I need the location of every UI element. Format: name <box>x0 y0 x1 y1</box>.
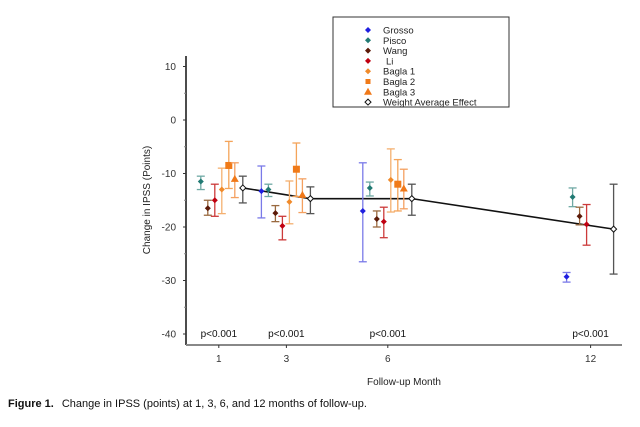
legend-item: Wang <box>365 46 407 57</box>
legend-marker <box>365 79 371 84</box>
series-grosso <box>257 162 571 283</box>
x-tick-label: 6 <box>385 354 391 365</box>
legend-item: Bagla 2 <box>365 77 415 88</box>
legend-item: Grosso <box>365 26 414 37</box>
series-pisco <box>196 175 577 208</box>
p-value-label: p<0.001 <box>268 329 305 340</box>
point-marker <box>204 205 211 212</box>
legend-label: Bagla 3 <box>383 87 415 98</box>
p-value-label: p<0.001 <box>201 329 238 340</box>
x-axis-title: Follow-up Month <box>367 377 441 388</box>
point-marker <box>576 213 583 220</box>
legend-item: Bagla 1 <box>365 67 415 78</box>
point-marker <box>211 197 218 204</box>
caption-text: Change in IPSS (points) at 1, 3, 6, and … <box>61 398 367 410</box>
point-marker <box>583 221 590 228</box>
y-ticks: 10 0 -10 -20 -30 -40 <box>162 62 186 341</box>
point-marker <box>365 47 371 54</box>
point-marker <box>394 180 402 188</box>
legend-label: Bagla 1 <box>383 67 415 78</box>
x-tick-label: 3 <box>284 354 290 365</box>
legend-label: Li <box>386 56 393 67</box>
p-value-label: p<0.001 <box>572 329 609 340</box>
point-marker <box>399 184 408 192</box>
point-marker <box>364 87 372 95</box>
caption-label: Figure 1. <box>8 398 54 410</box>
point-marker <box>286 198 293 205</box>
series-bagla-1 <box>217 148 395 225</box>
weighted-average-line <box>242 187 614 230</box>
series-wang <box>203 199 584 228</box>
point-marker <box>298 190 307 198</box>
point-marker <box>230 174 239 182</box>
series-bagla-2 <box>224 140 402 212</box>
forest-chart: 10 0 -10 -20 -30 -40 1 3 6 12 Change in IPSS (Po… <box>142 16 622 388</box>
point-marker <box>569 194 576 201</box>
point-marker <box>218 186 225 193</box>
point-marker <box>292 165 300 173</box>
point-marker <box>366 184 373 191</box>
point-marker <box>364 98 372 106</box>
point-marker <box>380 218 387 225</box>
legend-item: Li <box>365 56 393 67</box>
point-marker <box>609 225 618 233</box>
point-marker <box>365 68 371 75</box>
point-marker <box>225 161 233 169</box>
point-marker <box>279 222 286 229</box>
legend-box <box>332 16 510 108</box>
point-marker <box>239 184 247 192</box>
point-marker <box>408 194 416 203</box>
y-tick-label: -10 <box>162 169 177 180</box>
p-value-annotations: p<0.001 p<0.001 p<0.001 p<0.001 <box>201 329 610 340</box>
series-bagla-3 <box>230 162 408 214</box>
point-marker <box>359 207 366 214</box>
legend-item: Bagla 3 <box>364 87 415 98</box>
point-marker <box>258 188 265 195</box>
legend-item: Pisco <box>365 36 406 47</box>
p-value-label: p<0.001 <box>370 329 407 340</box>
point-marker <box>272 210 279 217</box>
y-axis-title: Change in IPSS (Points) <box>142 146 153 254</box>
point-marker <box>365 27 371 33</box>
x-ticks: 1 3 6 12 <box>216 345 597 365</box>
y-tick-label: 10 <box>165 62 177 73</box>
y-tick-label: -20 <box>162 223 177 234</box>
y-tick-label: -30 <box>162 276 177 287</box>
y-tick-label: 0 <box>170 116 176 127</box>
series-li <box>210 183 591 246</box>
point-marker <box>365 37 371 44</box>
legend-label: Pisco <box>383 36 406 47</box>
legend-item: Weight Average Effect <box>364 98 477 109</box>
series-layer <box>196 140 618 283</box>
x-tick-label: 1 <box>216 354 222 365</box>
point-marker <box>563 273 570 280</box>
legend-label: Grosso <box>383 26 414 37</box>
y-tick-label: -40 <box>162 330 177 341</box>
legend-label: Wang <box>383 46 407 57</box>
figure-caption: Figure 1. Change in IPSS (points) at 1, 3… <box>8 398 367 410</box>
point-marker <box>197 178 204 185</box>
point-marker <box>365 57 371 64</box>
x-tick-label: 12 <box>585 354 597 365</box>
legend-label: Weight Average Effect <box>383 98 477 109</box>
legend-label: Bagla 2 <box>383 77 415 88</box>
point-marker <box>265 186 272 193</box>
point-marker <box>306 194 315 203</box>
point-marker <box>373 215 380 222</box>
point-marker <box>387 176 394 183</box>
series-weight-average-effect <box>238 175 618 275</box>
